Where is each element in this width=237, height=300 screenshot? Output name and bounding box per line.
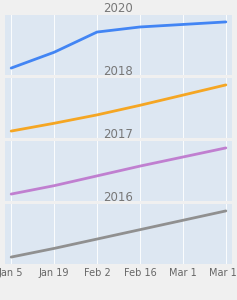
Text: 2016: 2016: [104, 191, 133, 204]
Text: 2020: 2020: [104, 2, 133, 15]
Text: 2017: 2017: [104, 128, 133, 141]
Text: 2018: 2018: [104, 65, 133, 78]
